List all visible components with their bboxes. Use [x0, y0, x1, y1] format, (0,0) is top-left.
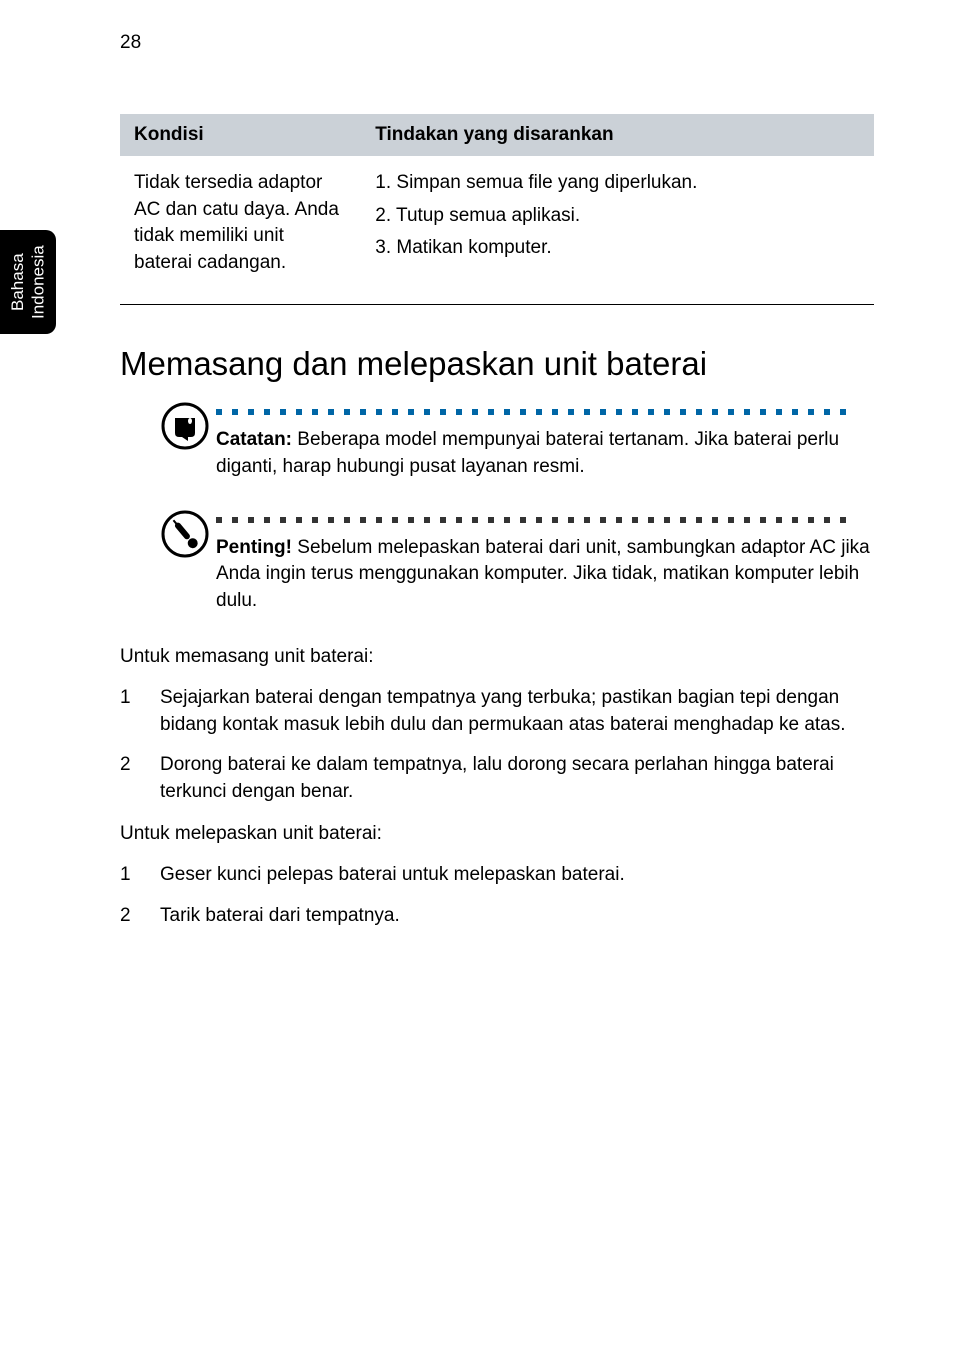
page: 28 Bahasa Indonesia Kondisi Tindakan yan…: [0, 0, 954, 1369]
note-catatan: Catatan: Beberapa model mempunyai batera…: [160, 403, 874, 480]
dotted-rule: [216, 511, 874, 529]
important-icon: [160, 509, 210, 559]
note-icon: [160, 401, 210, 451]
list-item: 2Tarik baterai dari tempatnya.: [120, 903, 874, 930]
list-text: Sejajarkan baterai dengan tempatnya yang…: [160, 685, 874, 738]
note-content: Sebelum melepaskan baterai dari unit, sa…: [216, 537, 870, 611]
list-text: Tarik baterai dari tempatnya.: [160, 903, 874, 930]
tindakan-line: 3. Matikan komputer.: [375, 235, 860, 262]
list-item: 1Geser kunci pelepas baterai untuk melep…: [120, 862, 874, 889]
cell-kondisi: Tidak tersedia adaptor AC dan catu daya.…: [120, 156, 361, 294]
col-header-kondisi: Kondisi: [120, 114, 361, 156]
note-label: Catatan:: [216, 429, 292, 450]
tindakan-line: 1. Simpan semua file yang diperlukan.: [375, 170, 860, 197]
list-item: 1Sejajarkan baterai dengan tempatnya yan…: [120, 685, 874, 738]
cell-tindakan: 1. Simpan semua file yang diperlukan. 2.…: [361, 156, 874, 294]
note-content: Beberapa model mempunyai baterai tertana…: [216, 429, 839, 477]
note-text: Catatan: Beberapa model mempunyai batera…: [216, 427, 874, 480]
note-body: Penting! Sebelum melepaskan baterai dari…: [216, 511, 874, 615]
remove-intro: Untuk melepaskan unit baterai:: [120, 821, 874, 848]
list-text: Geser kunci pelepas baterai untuk melepa…: [160, 862, 874, 889]
divider: [120, 304, 874, 305]
note-text: Penting! Sebelum melepaskan baterai dari…: [216, 535, 874, 615]
section-heading: Memasang dan melepaskan unit baterai: [120, 345, 874, 383]
note-label: Penting!: [216, 537, 292, 558]
note-penting: Penting! Sebelum melepaskan baterai dari…: [160, 511, 874, 615]
side-tab-label: Bahasa Indonesia: [8, 230, 49, 334]
col-header-tindakan: Tindakan yang disarankan: [361, 114, 874, 156]
list-number: 2: [120, 903, 160, 930]
install-list: 1Sejajarkan baterai dengan tempatnya yan…: [120, 685, 874, 805]
list-number: 2: [120, 752, 160, 805]
list-number: 1: [120, 685, 160, 738]
page-number: 28: [120, 32, 874, 54]
note-body: Catatan: Beberapa model mempunyai batera…: [216, 403, 874, 480]
tindakan-line: 2. Tutup semua aplikasi.: [375, 203, 860, 230]
side-tab: Bahasa Indonesia: [0, 230, 56, 334]
list-text: Dorong baterai ke dalam tempatnya, lalu …: [160, 752, 874, 805]
list-number: 1: [120, 862, 160, 889]
list-item: 2Dorong baterai ke dalam tempatnya, lalu…: [120, 752, 874, 805]
install-intro: Untuk memasang unit baterai:: [120, 644, 874, 671]
remove-list: 1Geser kunci pelepas baterai untuk melep…: [120, 862, 874, 929]
condition-table: Kondisi Tindakan yang disarankan Tidak t…: [120, 114, 874, 294]
dotted-rule: [216, 403, 874, 421]
table-row: Tidak tersedia adaptor AC dan catu daya.…: [120, 156, 874, 294]
